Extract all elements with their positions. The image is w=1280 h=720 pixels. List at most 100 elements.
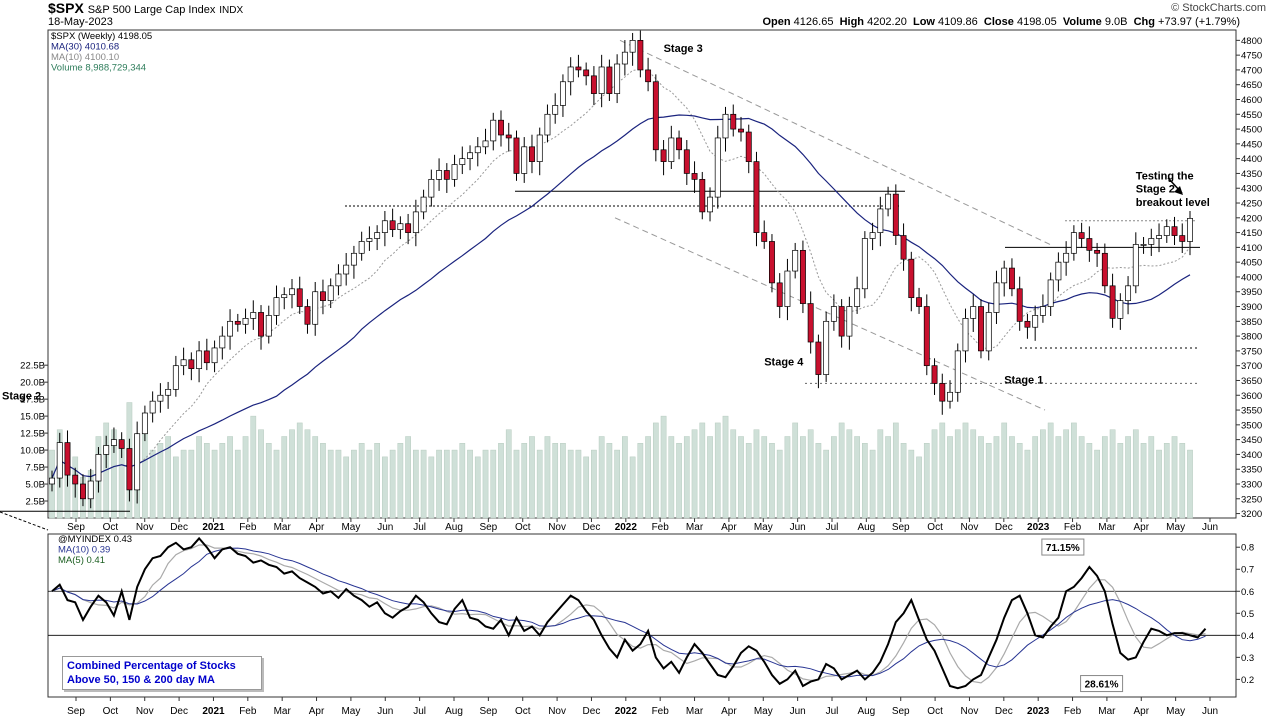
candle-body	[583, 69, 590, 77]
x-tick-label: Dec	[170, 706, 188, 717]
volume-bar	[289, 429, 295, 519]
candle-body	[1109, 285, 1116, 319]
x-tick-label: Apr	[1133, 706, 1149, 717]
volume-bar	[490, 449, 497, 519]
x-tick-label: Jun	[377, 706, 393, 717]
candle-body	[900, 235, 907, 260]
volume-tick-label: 17.5B	[20, 395, 45, 406]
candle-body	[172, 365, 179, 390]
chart-annotation: Testing the	[1136, 170, 1194, 182]
volume-bar	[815, 443, 822, 519]
volume-bar	[351, 449, 357, 519]
volume-bar	[296, 422, 303, 519]
candle-body	[606, 66, 613, 94]
candle-body	[227, 320, 234, 337]
volume-tick-label: 10.0B	[20, 446, 45, 457]
volume-bar	[807, 429, 814, 519]
volume-bar	[1047, 422, 1054, 519]
candle-body	[80, 483, 86, 500]
candle-body	[320, 291, 326, 301]
volume-bar	[165, 436, 171, 519]
candle-body	[645, 69, 652, 83]
y-tick-label: 4400	[1241, 154, 1262, 165]
volume-bar	[211, 449, 218, 519]
candle-body	[529, 146, 535, 162]
volume-bar	[180, 449, 187, 519]
volume-bar	[196, 436, 202, 519]
volume-bar	[877, 429, 884, 519]
y-tick-label: 4450	[1241, 139, 1262, 150]
chart-date: 18-May-2023	[48, 16, 113, 28]
volume-bar	[428, 456, 435, 519]
x-tick-label: Aug	[857, 706, 875, 717]
candle-body	[970, 306, 977, 319]
candle-body	[838, 306, 845, 337]
indicator-legend-entry: MA(10) 0.39	[58, 545, 110, 556]
volume-bar	[281, 436, 288, 519]
volume-bar	[374, 443, 380, 519]
indicator-y-tick-label: 0.8	[1241, 543, 1254, 554]
indicator-legend-entry: @MYINDEX 0.43	[58, 534, 132, 545]
volume-bar	[389, 449, 396, 519]
volume-bar	[1071, 422, 1077, 519]
candle-body	[1055, 261, 1062, 281]
volume-bar	[358, 443, 365, 519]
candle-body	[374, 232, 381, 239]
indicator-y-tick-label: 0.6	[1241, 587, 1254, 598]
volume-bar	[800, 436, 806, 519]
volume-bar	[273, 449, 280, 519]
y-tick-label: 4300	[1241, 184, 1262, 195]
symbol-title: $SPX S&P 500 Large Cap Index INDX	[48, 0, 243, 16]
candle-body	[846, 306, 853, 337]
candle-body	[792, 249, 799, 272]
volume-bar	[382, 456, 388, 519]
volume-bar	[366, 449, 373, 519]
candle-body	[869, 232, 876, 239]
volume-bar	[513, 449, 520, 519]
indicator-ma5-line	[51, 544, 1206, 684]
candle-body	[443, 170, 450, 180]
chart-annotation: Stage 2	[2, 391, 41, 403]
x-tick-label: Oct	[927, 522, 943, 533]
volume-bar	[947, 436, 953, 519]
candle-body	[559, 81, 566, 106]
candle-body	[467, 152, 473, 160]
volume-bar	[1001, 422, 1008, 519]
x-tick-label: Nov	[961, 522, 979, 533]
candle-body	[691, 173, 698, 180]
x-tick-label: Dec	[995, 706, 1013, 717]
x-tick-label: Oct	[103, 522, 119, 533]
candle-body	[180, 359, 187, 367]
x-tick-label: May	[341, 706, 360, 717]
volume-bar	[1078, 436, 1085, 519]
volume-bar	[242, 436, 249, 519]
x-tick-label: Apr	[721, 706, 737, 717]
indicator-panel-frame	[47, 533, 1237, 698]
volume-bar	[505, 429, 512, 519]
volume-bar	[745, 443, 752, 519]
candle-body	[544, 113, 551, 136]
indicator-line	[51, 536, 1207, 690]
volume-bar	[637, 443, 644, 519]
candle-body	[1101, 252, 1108, 287]
candle-body	[652, 81, 659, 151]
volume-bar	[1148, 436, 1155, 519]
volume-bar	[567, 449, 574, 519]
chart-annotation: breakout level	[1136, 197, 1210, 209]
volume-bar	[622, 436, 628, 519]
x-tick-label: Jun	[1202, 522, 1218, 533]
volume-tick-label: 12.5B	[20, 429, 45, 440]
volume-bar	[335, 449, 342, 519]
candle-body	[1032, 315, 1039, 328]
candle-body	[947, 391, 953, 402]
candle-body	[335, 273, 342, 287]
volume-bar	[227, 436, 233, 519]
high-label: High	[839, 16, 865, 28]
x-tick-label: Mar	[274, 706, 292, 717]
indicator-y-tick-label: 0.5	[1241, 609, 1254, 620]
volume-tick-label: 2.5B	[25, 497, 45, 508]
x-tick-label: Sep	[892, 522, 910, 533]
indicator-note-line-2: Above 50, 150 & 200 day MA	[67, 674, 215, 686]
volume-tick-label: 5.0B	[25, 480, 45, 491]
volume-bar	[1156, 449, 1162, 519]
